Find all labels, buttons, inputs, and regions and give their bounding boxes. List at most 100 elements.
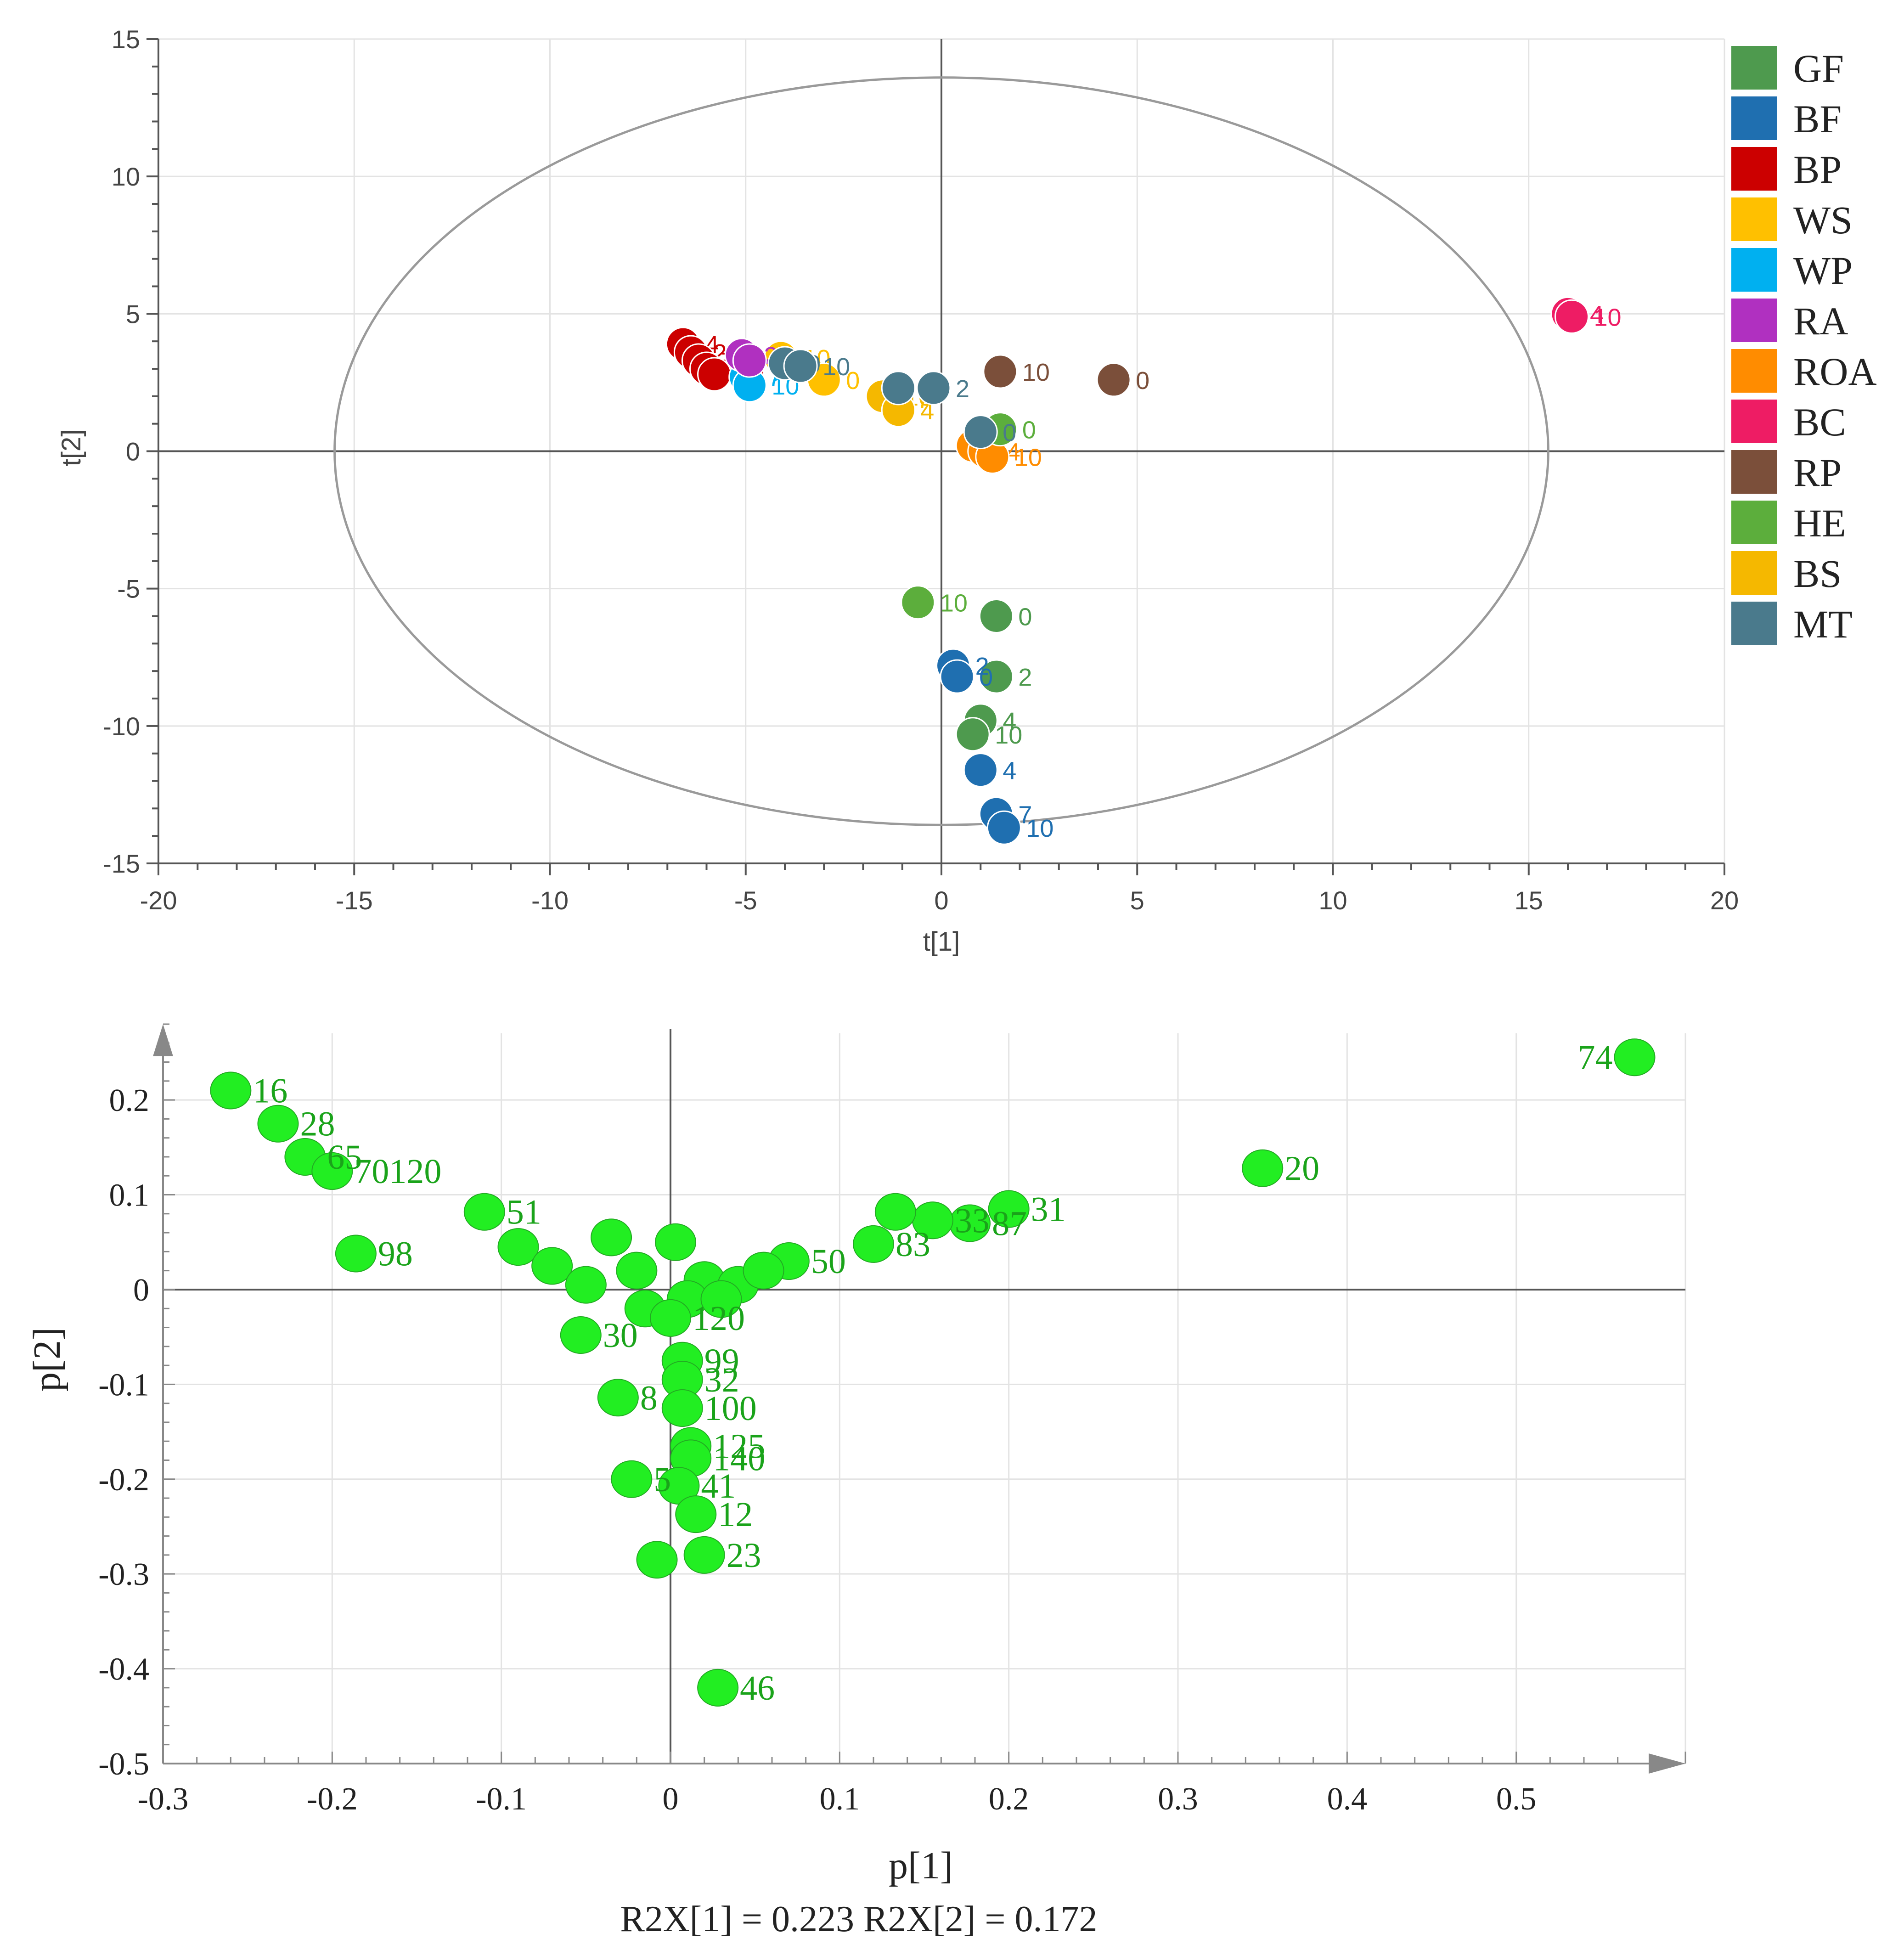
legend-swatch-ra: [1731, 299, 1777, 342]
legend-label-gf: GF: [1793, 46, 1844, 90]
score-point-label: 4: [1590, 301, 1604, 328]
score-point-rp: [1096, 362, 1131, 397]
loading-x-tick-label: -0.3: [138, 1781, 189, 1817]
loading-point: [531, 1247, 573, 1285]
legend-label-bs: BS: [1793, 552, 1842, 596]
loading-point-label: 41: [701, 1467, 736, 1505]
loading-point-label: 51: [507, 1193, 541, 1232]
loading-axes: [153, 1024, 1685, 1774]
loading-point: [311, 1152, 353, 1190]
score-point-label: 10: [1014, 444, 1042, 471]
loading-point-label: 99: [704, 1342, 739, 1381]
loading-x-axis-label: p[1]: [889, 1844, 953, 1887]
loading-ticks: -0.3 -0.2 -0.1 0 0.1 0.2 0.3 0.4 0.5 -0.5 -0.4 -0.3…: [98, 1023, 1686, 1817]
loading-point: [655, 1223, 697, 1261]
score-point-bc: [1555, 299, 1589, 334]
score-y-tick-label: -5: [117, 575, 140, 603]
score-y-tick-label: -10: [103, 712, 140, 741]
legend-swatch-bf: [1731, 96, 1777, 140]
legend-swatch-roa: [1731, 349, 1777, 393]
loading-point: [661, 1389, 703, 1427]
loading-point-label: 16: [253, 1071, 287, 1110]
loading-point: [853, 1225, 894, 1263]
score-y-tick-label: 0: [126, 437, 140, 466]
loading-x-tick-label: 0: [663, 1781, 679, 1817]
score-point-label: 10: [995, 721, 1022, 749]
score-x-axis-label: t[1]: [923, 927, 960, 957]
legend-swatch-rp: [1731, 450, 1777, 494]
score-point-gf: [979, 659, 1014, 694]
loading-y-tick-label: 0.2: [109, 1083, 150, 1118]
loading-y-tick-label: -0.1: [98, 1367, 149, 1403]
legend-label-ws: WS: [1793, 198, 1853, 242]
legend-swatch-bc: [1731, 400, 1777, 443]
loading-point-label: 70120: [354, 1152, 441, 1191]
score-point-label: 10: [1022, 359, 1050, 386]
loading-y-tick-label: 0: [133, 1273, 149, 1308]
loading-point-label: 31: [1031, 1190, 1066, 1229]
legend-swatch-bp: [1731, 147, 1777, 191]
legend-label-rp: RP: [1793, 451, 1842, 495]
loading-x-tick-label: 0.5: [1496, 1781, 1537, 1817]
legend-label-wp: WP: [1793, 248, 1853, 293]
score-point-bf: [986, 810, 1021, 845]
score-point-label: 0: [979, 664, 993, 691]
loading-point: [257, 1105, 299, 1143]
legend-label-bc: BC: [1793, 400, 1846, 444]
loading-point-label: 87: [992, 1204, 1027, 1243]
loading-x-tick-label: 0.1: [820, 1781, 860, 1817]
loading-point-label: 20: [1284, 1150, 1319, 1188]
score-point-gf: [955, 717, 990, 752]
loading-point: [650, 1299, 691, 1337]
loading-point: [1614, 1038, 1656, 1076]
score-point-rp: [983, 354, 1018, 389]
score-point-label: 2: [1018, 664, 1032, 691]
score-plot: 0241020471042701010077102107410410100010…: [56, 25, 1877, 957]
legend-swatch-ws: [1731, 197, 1777, 241]
score-y-tick-label: 10: [112, 162, 140, 191]
score-point-label: 0: [1003, 419, 1016, 447]
loading-point: [565, 1266, 607, 1304]
loading-y-axis-arrow: [153, 1024, 173, 1056]
score-x-tick-label: -10: [531, 886, 569, 915]
loading-point: [743, 1251, 784, 1290]
loading-point-label: 28: [300, 1105, 335, 1144]
loading-point-label: 46: [740, 1669, 775, 1708]
loading-point: [683, 1536, 725, 1574]
loading-point-label: 140: [713, 1439, 765, 1478]
loading-point-label: 8: [640, 1379, 658, 1417]
score-point-label: 10: [1594, 304, 1622, 331]
score-x-tick-label: 10: [1318, 886, 1347, 915]
legend-label-mt: MT: [1793, 602, 1853, 646]
score-ellipse: [333, 76, 1549, 826]
legend-label-bf: BF: [1793, 97, 1842, 141]
loading-point: [611, 1460, 653, 1498]
score-point-label: 10: [1026, 815, 1053, 842]
legend-label-bp: BP: [1793, 147, 1842, 192]
loading-x-tick-label: 0.2: [989, 1781, 1029, 1817]
score-x-tick-label: 5: [1130, 886, 1144, 915]
score-point-ra: [732, 343, 767, 378]
score-x-tick-label: -15: [336, 886, 373, 915]
loading-point: [874, 1193, 916, 1231]
score-point-mt: [881, 371, 916, 406]
legend-swatch-gf: [1731, 46, 1777, 90]
loading-point: [1242, 1149, 1284, 1187]
score-x-tick-label: 20: [1710, 886, 1739, 915]
score-point-gf: [979, 599, 1014, 633]
legend-label-roa: ROA: [1793, 349, 1877, 394]
legend-swatch-he: [1731, 501, 1777, 544]
score-point-bf: [940, 659, 975, 694]
loading-point: [591, 1218, 632, 1257]
loading-y-tick-label: -0.3: [98, 1557, 149, 1592]
legend-label-he: HE: [1793, 501, 1846, 545]
loading-point: [700, 1280, 742, 1318]
score-point-label: 2: [956, 375, 969, 403]
score-point-mt: [783, 349, 818, 383]
score-y-axis-label: t[2]: [56, 429, 86, 467]
loading-point-label: 23: [727, 1536, 761, 1575]
loading-point-label: 125: [713, 1427, 765, 1466]
